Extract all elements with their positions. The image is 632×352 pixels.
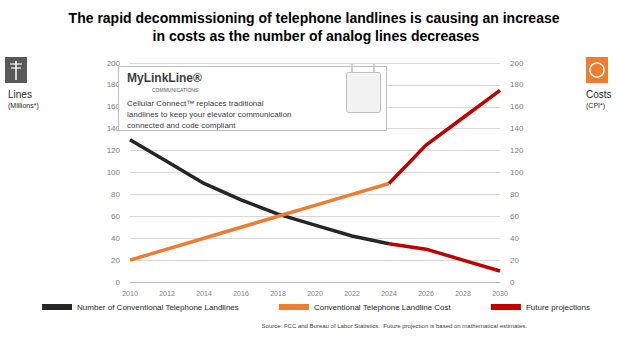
svg-text:2026: 2026 <box>418 290 434 297</box>
svg-text:20: 20 <box>510 256 519 265</box>
svg-text:in costs as the number of anal: in costs as the number of analog lines d… <box>153 28 480 44</box>
svg-text:Costs: Costs <box>586 89 612 100</box>
svg-text:Source: FCC and Bureau of Labo: Source: FCC and Bureau of Labor Statisti… <box>262 323 528 329</box>
svg-text:2030: 2030 <box>492 290 508 297</box>
svg-text:connected and code compliant: connected and code compliant <box>127 121 236 130</box>
svg-text:80: 80 <box>111 190 120 199</box>
svg-text:180: 180 <box>106 80 120 90</box>
svg-text:20: 20 <box>111 256 120 265</box>
svg-text:60: 60 <box>111 212 120 221</box>
svg-text:2028: 2028 <box>455 290 471 297</box>
svg-text:60: 60 <box>510 212 519 221</box>
svg-text:140: 140 <box>106 124 120 134</box>
svg-text:200: 200 <box>106 58 120 68</box>
svg-text:2018: 2018 <box>270 290 286 297</box>
svg-text:200: 200 <box>510 59 524 68</box>
svg-text:40: 40 <box>111 234 120 243</box>
svg-text:Future projections: Future projections <box>526 303 590 312</box>
svg-text:160: 160 <box>510 102 524 111</box>
svg-text:0: 0 <box>510 278 515 287</box>
svg-text:2020: 2020 <box>307 290 323 297</box>
svg-text:Number of Conventional Telepho: Number of Conventional Telephone Landlin… <box>77 303 239 312</box>
svg-text:Cellular Connect™ replaces tra: Cellular Connect™ replaces traditional <box>127 99 266 108</box>
svg-text:2010: 2010 <box>122 290 138 297</box>
svg-text:40: 40 <box>510 234 519 243</box>
svg-text:2024: 2024 <box>381 290 397 297</box>
svg-text:2012: 2012 <box>159 290 175 297</box>
svg-text:2016: 2016 <box>233 290 249 297</box>
svg-text:160: 160 <box>106 102 120 112</box>
svg-text:100: 100 <box>107 168 121 177</box>
svg-text:120: 120 <box>510 146 524 155</box>
svg-text:landlines to keep your elevato: landlines to keep your elevator communic… <box>127 110 294 119</box>
svg-text:80: 80 <box>510 190 519 199</box>
svg-text:100: 100 <box>510 168 524 177</box>
svg-text:(Millions*): (Millions*) <box>8 102 39 110</box>
svg-text:Conventional Telephone Landlin: Conventional Telephone Landline Cost <box>314 303 452 312</box>
svg-text:(CPI*): (CPI*) <box>586 102 605 110</box>
svg-text:180: 180 <box>510 80 524 89</box>
svg-text:2022: 2022 <box>344 290 360 297</box>
svg-text:COMMUNICATIONS: COMMUNICATIONS <box>152 87 199 93</box>
svg-text:140: 140 <box>510 124 524 133</box>
svg-text:MyLinkLine®: MyLinkLine® <box>127 71 202 85</box>
svg-text:0: 0 <box>116 278 121 287</box>
svg-text:Lines: Lines <box>8 89 32 100</box>
svg-text:120: 120 <box>107 146 121 155</box>
svg-text:2014: 2014 <box>196 290 212 297</box>
svg-text:The rapid decommissioning of t: The rapid decommissioning of telephone l… <box>69 10 564 26</box>
